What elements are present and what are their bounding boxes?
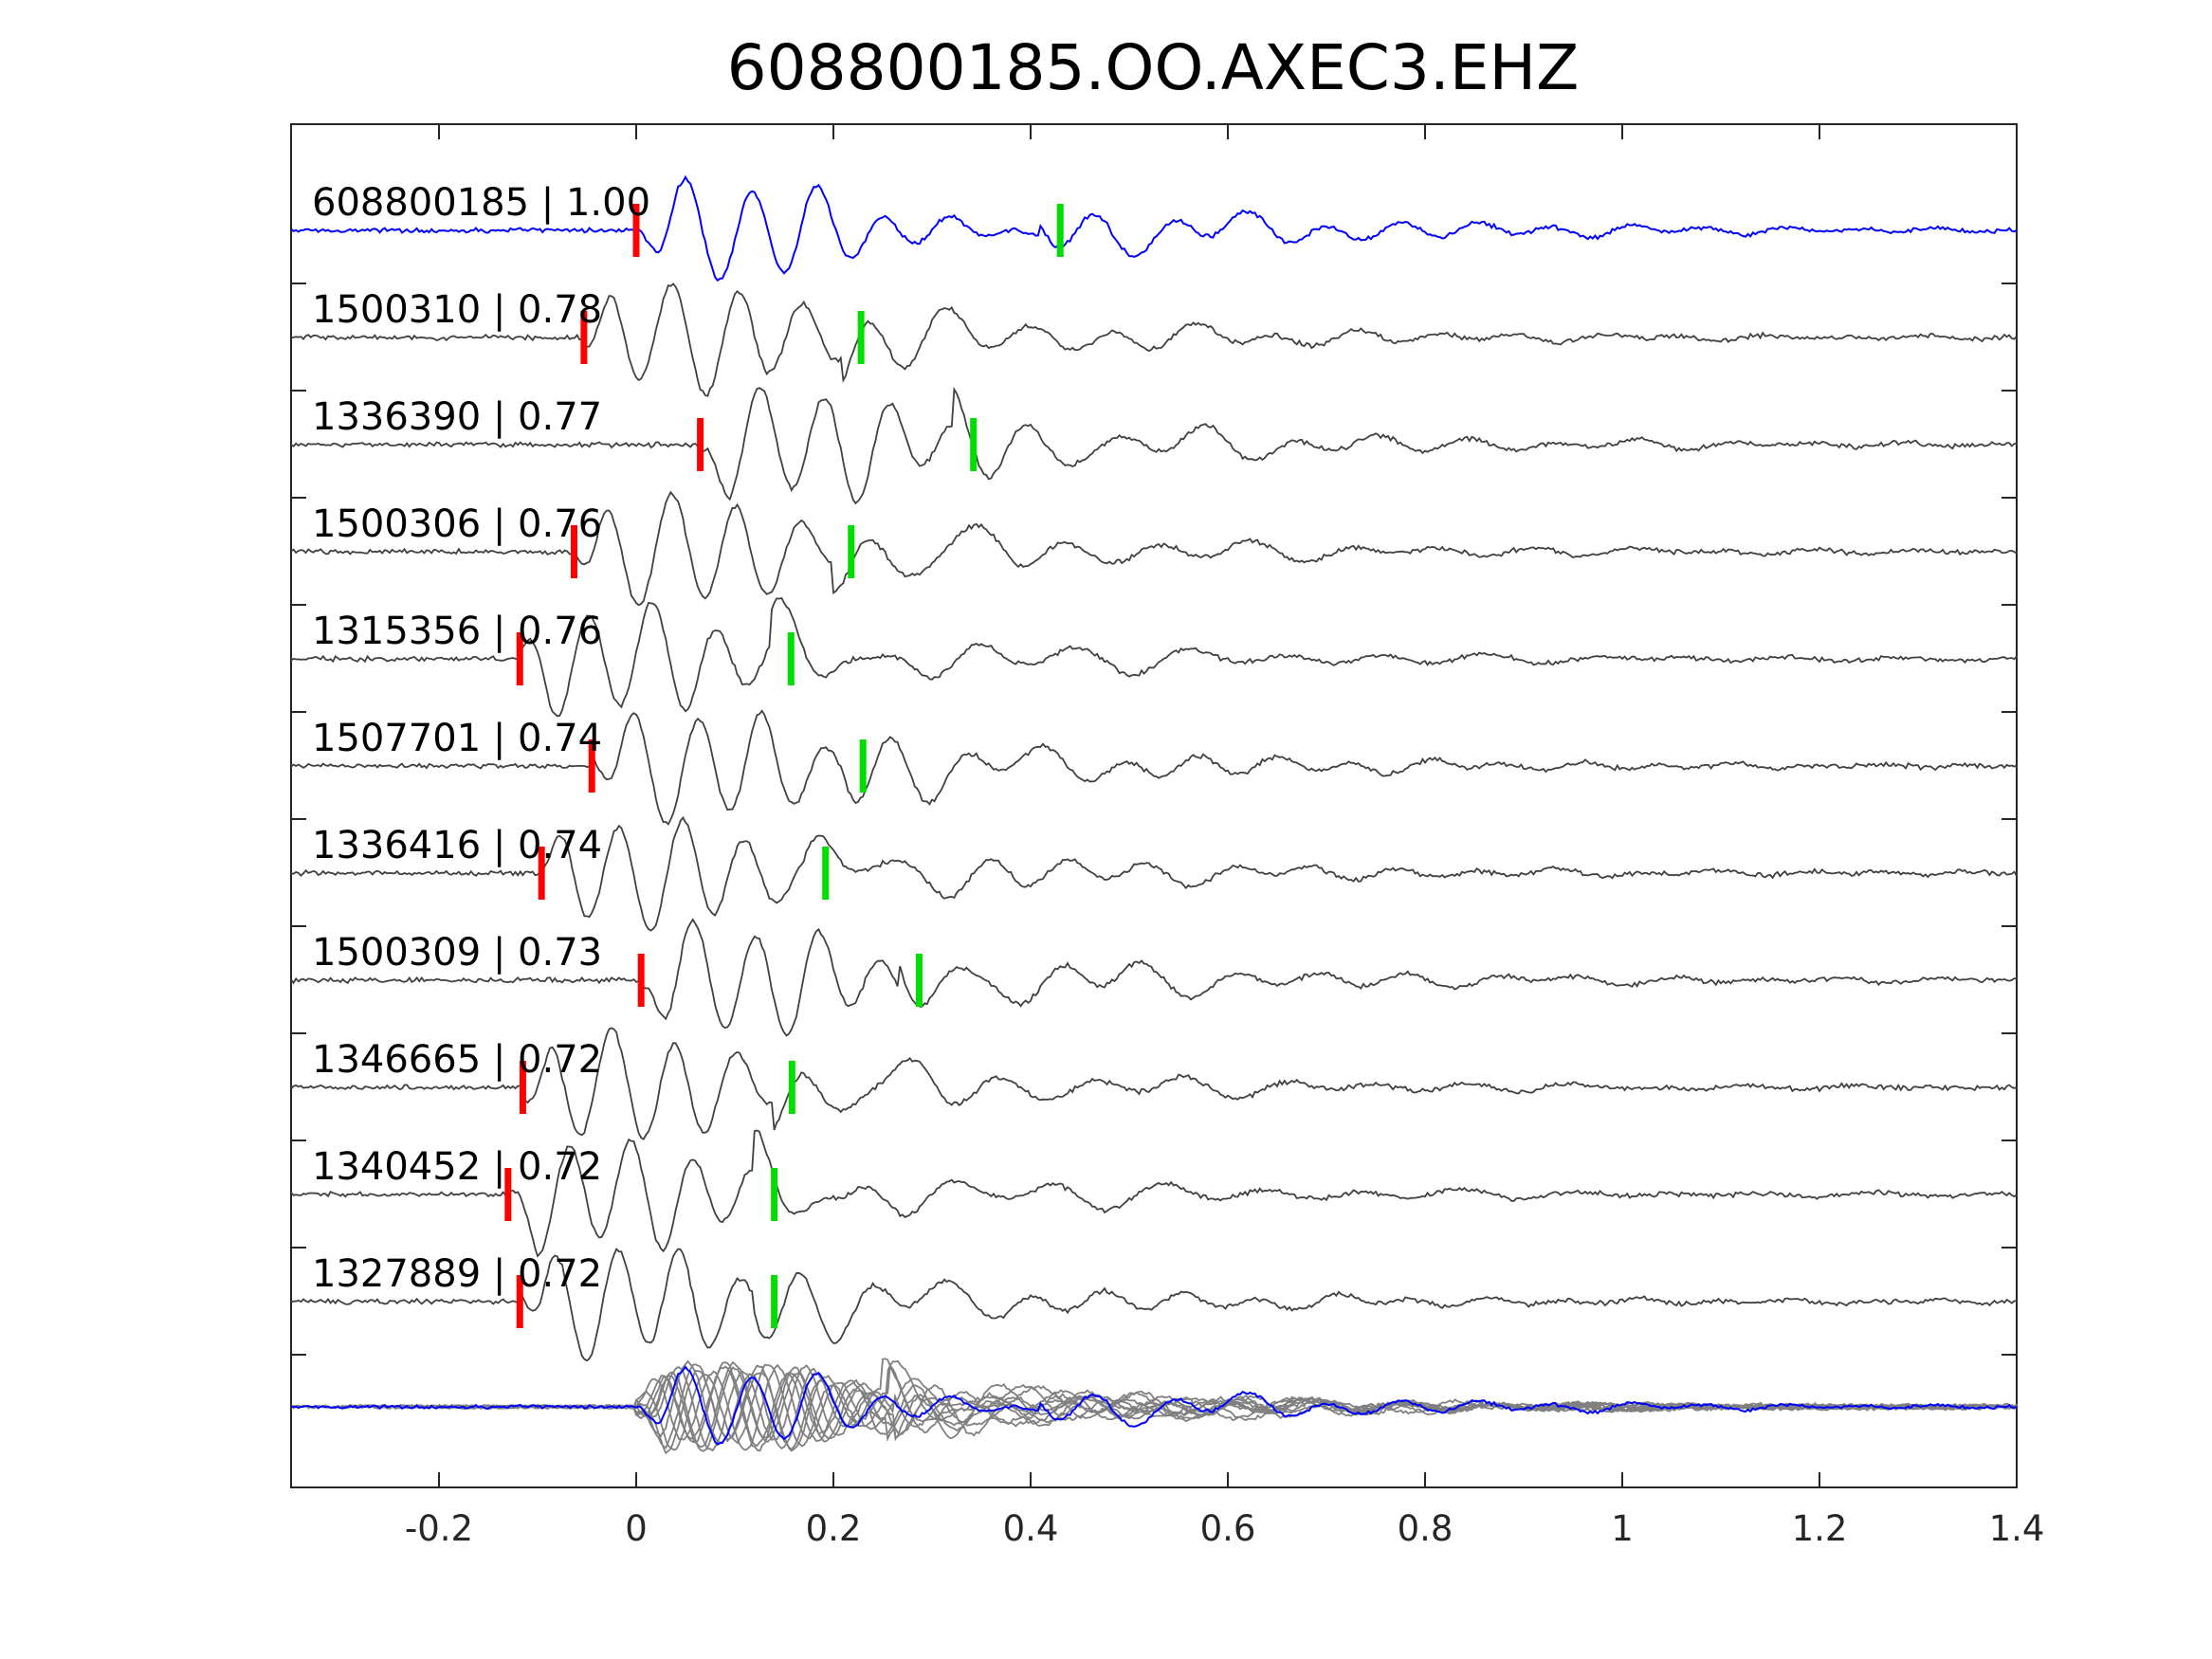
stack-overlay-group [290,1358,2018,1455]
x-tick-label-3: 0.4 [1003,1508,1059,1549]
x-tick-label-0: -0.2 [405,1508,473,1549]
picks-group [504,204,1064,1328]
chart-title: 608800185.OO.AXEC3.EHZ [727,31,1580,104]
trace-label-9: 1340452 | 0.72 [312,1145,602,1189]
trace-8 [290,1027,2018,1140]
stack-trace-9 [418,1358,2018,1455]
x-tick-label-5: 0.8 [1398,1508,1453,1549]
x-tick-label-8: 1.4 [1989,1508,2045,1549]
trace-labels-group: 608800185 | 1.00 1500310 | 0.78 1336390 | … [312,181,650,1296]
plot-area-frame [290,123,2018,1488]
x-axis-ticks-group: -0.2 0 0.2 0.4 0.6 0.8 1 1.2 1.4 [291,124,2044,1549]
trace-7 [290,918,2018,1037]
x-tick-label-2: 0.2 [806,1508,862,1549]
trace-label-7: 1500309 | 0.73 [312,931,602,975]
trace-1 [290,283,2018,397]
trace-label-2: 1336390 | 0.77 [312,395,602,439]
trace-label-3: 1500306 | 0.76 [312,502,602,546]
trace-4 [290,596,2018,718]
traces-group [290,174,2018,1362]
trace-label-1: 1500310 | 0.78 [312,288,602,332]
trace-6 [290,815,2018,932]
stack-trace-10 [407,1366,2016,1452]
trace-10 [290,1248,2017,1362]
x-tick-label-1: 0 [625,1508,648,1549]
x-tick-label-6: 1 [1611,1508,1634,1549]
x-tick-label-7: 1.2 [1792,1508,1848,1549]
trace-2 [290,386,2018,505]
x-tick-label-4: 0.6 [1200,1508,1256,1549]
trace-9 [290,1129,2018,1258]
trace-label-10: 1327889 | 0.72 [312,1252,602,1296]
trace-label-6: 1336416 | 0.74 [312,824,602,867]
stack-reference-trace [290,1365,2018,1446]
trace-label-5: 1507701 | 0.74 [312,717,602,760]
trace-label-8: 1346665 | 0.72 [312,1038,602,1082]
trace-5 [290,709,2018,826]
stack-trace-7 [290,1359,2012,1450]
trace-0 [290,174,2018,283]
trace-3 [290,490,2018,607]
trace-label-0: 608800185 | 1.00 [312,181,650,225]
trace-label-4: 1315356 | 0.76 [312,610,602,653]
